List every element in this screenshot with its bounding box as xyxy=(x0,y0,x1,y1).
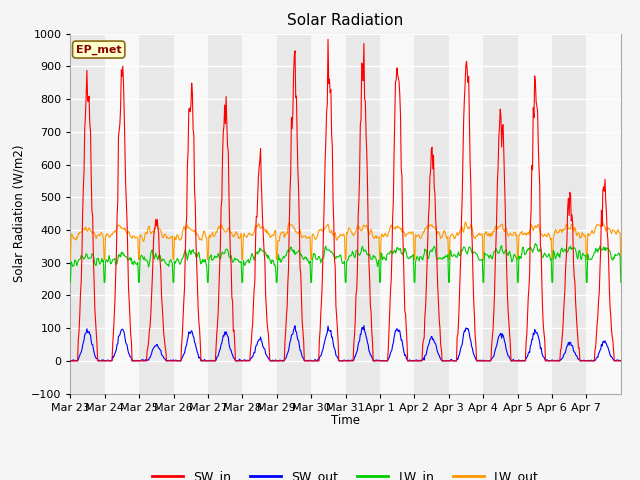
Bar xyxy=(380,34,415,394)
LW_in xyxy=(403,249,410,255)
Line: SW_in: SW_in xyxy=(70,39,621,361)
SW_out xyxy=(132,358,140,364)
Text: EP_met: EP_met xyxy=(76,44,122,55)
LW_in xyxy=(617,279,625,285)
Bar xyxy=(311,34,346,394)
X-axis label: Time: Time xyxy=(331,414,360,427)
LW_in xyxy=(232,257,240,263)
LW_in xyxy=(280,255,288,261)
SW_out xyxy=(360,323,368,328)
LW_in xyxy=(131,259,139,264)
LW_out xyxy=(67,256,74,262)
SW_in xyxy=(67,358,74,364)
SW_in xyxy=(324,36,332,42)
Title: Solar Radiation: Solar Radiation xyxy=(287,13,404,28)
LW_in xyxy=(260,249,268,254)
Bar xyxy=(173,34,208,394)
LW_in xyxy=(532,240,540,246)
LW_out xyxy=(617,256,625,262)
Bar xyxy=(449,34,483,394)
SW_out xyxy=(67,358,75,364)
SW_in xyxy=(232,358,240,364)
Bar xyxy=(483,34,518,394)
Legend: SW_in, SW_out, LW_in, LW_out: SW_in, SW_out, LW_in, LW_out xyxy=(147,465,544,480)
SW_out xyxy=(67,358,74,363)
SW_out xyxy=(435,352,442,358)
LW_out xyxy=(433,231,441,237)
LW_in xyxy=(67,279,74,285)
LW_out xyxy=(232,229,240,235)
LW_out xyxy=(260,224,268,230)
SW_out xyxy=(233,358,241,364)
Bar xyxy=(208,34,243,394)
LW_out xyxy=(280,235,288,240)
Bar xyxy=(243,34,277,394)
LW_out xyxy=(403,232,410,238)
Bar xyxy=(415,34,449,394)
SW_out xyxy=(617,358,625,363)
SW_out xyxy=(260,346,268,352)
Line: SW_out: SW_out xyxy=(70,325,621,361)
Line: LW_out: LW_out xyxy=(70,222,621,259)
Bar xyxy=(586,34,621,394)
LW_in xyxy=(433,256,441,262)
SW_in xyxy=(260,234,268,240)
Bar xyxy=(518,34,552,394)
LW_out xyxy=(131,235,139,241)
SW_in xyxy=(434,286,442,291)
Bar xyxy=(276,34,311,394)
Y-axis label: Solar Radiation (W/m2): Solar Radiation (W/m2) xyxy=(12,145,26,282)
Bar xyxy=(70,34,105,394)
Line: LW_in: LW_in xyxy=(70,243,621,282)
SW_in xyxy=(617,358,625,364)
Bar xyxy=(346,34,380,394)
Bar xyxy=(140,34,173,394)
LW_out xyxy=(461,219,469,225)
SW_in xyxy=(403,338,411,344)
SW_out xyxy=(281,356,289,362)
Bar xyxy=(105,34,140,394)
SW_out xyxy=(404,358,412,364)
SW_in xyxy=(280,358,288,364)
SW_in xyxy=(131,358,139,364)
Bar xyxy=(552,34,586,394)
